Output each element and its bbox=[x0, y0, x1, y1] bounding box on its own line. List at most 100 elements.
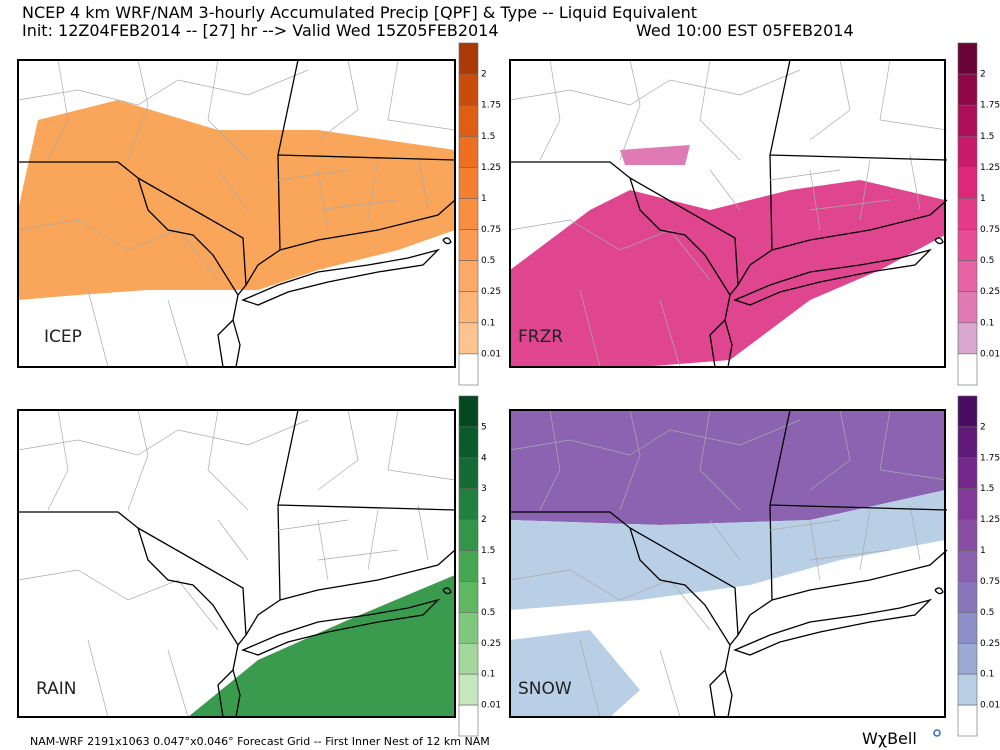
colorbar-box bbox=[458, 260, 479, 293]
colorbar-box bbox=[458, 291, 479, 324]
panel-border bbox=[509, 59, 946, 368]
panel-icep: ICEP bbox=[17, 59, 456, 368]
colorbar-label: 0.5 bbox=[980, 256, 994, 266]
footer-grid: NAM-WRF 2191x1063 0.047°x0.046° Forecast… bbox=[30, 735, 490, 748]
colorbar-box bbox=[957, 198, 978, 230]
colorbar-box bbox=[957, 229, 978, 261]
local-time: Wed 10:00 EST 05FEB2014 bbox=[636, 21, 854, 40]
colorbar-label: 0.75 bbox=[481, 225, 501, 235]
colorbar-label: 0.1 bbox=[980, 318, 994, 328]
colorbar-box bbox=[957, 704, 978, 737]
init-line: Init: 12Z04FEB2014 -- [27] hr --> Valid … bbox=[22, 21, 499, 40]
precip-area bbox=[620, 145, 690, 165]
colorbar-box bbox=[458, 229, 479, 261]
colorbar-label: 1 bbox=[980, 194, 986, 204]
colorbar-label: 0.01 bbox=[980, 701, 1000, 711]
colorbar-box bbox=[957, 353, 978, 386]
colorbar-label: 0.1 bbox=[481, 318, 495, 328]
colorbar-label: 0.75 bbox=[980, 577, 1000, 587]
colorbar-box bbox=[957, 457, 978, 490]
colorbar-label: 1.5 bbox=[980, 484, 994, 494]
panel-snow: SNOW bbox=[509, 409, 948, 718]
colorbar-label: 4 bbox=[481, 453, 487, 463]
colorbar-label: 5 bbox=[481, 422, 487, 432]
colorbar-label: 0.1 bbox=[980, 670, 994, 680]
colorbar-box bbox=[957, 42, 978, 75]
panel-label: FRZR bbox=[518, 327, 563, 347]
colorbar-box bbox=[957, 673, 978, 706]
footer-brand: WχBell bbox=[862, 729, 917, 748]
colorbar-label: 1.5 bbox=[481, 132, 495, 142]
colorbar-box bbox=[458, 426, 479, 459]
colorbar-label: 0.25 bbox=[980, 287, 1000, 297]
panel-border bbox=[509, 409, 946, 718]
precip-area bbox=[188, 575, 455, 717]
colorbar-box bbox=[458, 73, 479, 106]
colorbar-label: 1.5 bbox=[481, 546, 495, 556]
colorbar-label: 0.25 bbox=[481, 287, 501, 297]
colorbar-label: 0.1 bbox=[481, 670, 495, 680]
colorbar-box bbox=[957, 395, 978, 428]
panel-frzr: FRZR bbox=[509, 59, 948, 368]
colorbar-box bbox=[957, 612, 978, 644]
colorbar-label: 1.75 bbox=[980, 101, 1000, 111]
colorbar-label: 0.5 bbox=[481, 256, 495, 266]
colorbar-box bbox=[458, 519, 479, 551]
colorbar-box bbox=[458, 135, 479, 168]
panel-label: ICEP bbox=[44, 327, 82, 347]
colorbar-box bbox=[458, 198, 479, 230]
precip-area bbox=[18, 100, 455, 300]
panel-label: SNOW bbox=[518, 679, 572, 699]
precip-area bbox=[510, 180, 945, 367]
panel-border bbox=[17, 409, 456, 718]
colorbar-label: 0.01 bbox=[481, 701, 501, 711]
panel-border bbox=[17, 59, 456, 368]
brand-dot bbox=[933, 729, 941, 737]
colorbar-label: 0.25 bbox=[481, 639, 501, 649]
colorbars: 2 1.75 1.5 1.25 1 0.75 0.5 0.25 0.1 0.01 2 1.75 1.5 1… bbox=[458, 42, 1000, 737]
panel-label: RAIN bbox=[36, 679, 76, 699]
colorbar-box bbox=[957, 135, 978, 168]
colorbar-box bbox=[957, 519, 978, 551]
colorbar-label: 1.25 bbox=[980, 163, 1000, 173]
colorbar-box bbox=[458, 322, 479, 355]
colorbar-label: 0.5 bbox=[481, 608, 495, 618]
colorbar-box bbox=[458, 42, 479, 75]
colorbar-label: 3 bbox=[481, 484, 487, 494]
colorbar-label: 2 bbox=[481, 70, 487, 80]
colorbar-box bbox=[458, 488, 479, 520]
colorbar-box bbox=[957, 488, 978, 520]
colorbar-box bbox=[957, 550, 978, 582]
colorbar-box bbox=[458, 104, 479, 137]
colorbar-box bbox=[458, 642, 479, 675]
colorbar-label: 0.75 bbox=[980, 225, 1000, 235]
colorbar-box bbox=[957, 642, 978, 675]
panel-rain: RAIN bbox=[17, 409, 456, 718]
colorbar-box bbox=[458, 550, 479, 582]
colorbar-box bbox=[957, 104, 978, 137]
colorbar-label: 1 bbox=[481, 194, 487, 204]
colorbar-box bbox=[458, 353, 479, 386]
precip-area bbox=[510, 630, 640, 717]
colorbar-box bbox=[957, 291, 978, 324]
colorbar-box bbox=[458, 673, 479, 706]
colorbar-box bbox=[957, 322, 978, 355]
colorbar-label: 1.25 bbox=[980, 515, 1000, 525]
colorbar-label: 1 bbox=[980, 546, 986, 556]
colorbar-label: 1.75 bbox=[980, 453, 1000, 463]
colorbar-box bbox=[957, 581, 978, 613]
colorbar-box bbox=[957, 426, 978, 459]
colorbar-box bbox=[458, 395, 479, 428]
precip-area bbox=[510, 490, 945, 610]
colorbar-label: 2 bbox=[481, 515, 487, 525]
colorbar-box bbox=[458, 581, 479, 613]
colorbar-label: 1 bbox=[481, 577, 487, 587]
colorbar-label: 0.5 bbox=[980, 608, 994, 618]
colorbar-box bbox=[957, 260, 978, 293]
title: NCEP 4 km WRF/NAM 3-hourly Accumulated P… bbox=[22, 3, 697, 22]
colorbar-label: 1.5 bbox=[980, 132, 994, 142]
colorbar-box bbox=[458, 704, 479, 737]
colorbar-box bbox=[957, 73, 978, 106]
colorbar-label: 0.01 bbox=[980, 349, 1000, 359]
